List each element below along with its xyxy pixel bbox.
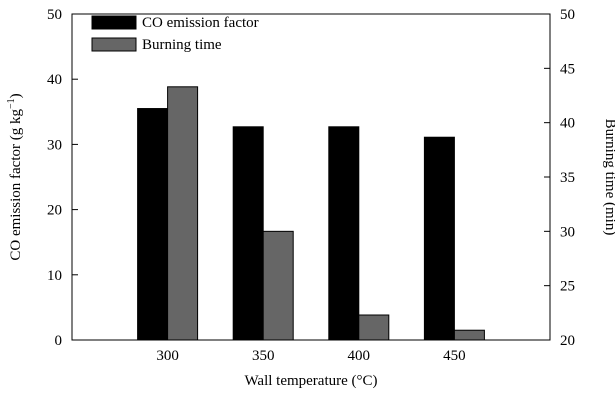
y-axis-title-superscript: −1	[6, 98, 17, 109]
left-axis-tick-label: 30	[47, 137, 62, 153]
right-axis-ticks: 20 25 30 35 40 45 50	[544, 7, 575, 349]
x-axis-tick-label: 300	[156, 348, 179, 364]
bar-burning-time	[262, 230, 294, 341]
y2-axis-title: Burning time (min)	[602, 119, 615, 236]
bar-burning-time	[453, 329, 485, 341]
right-axis-tick-label: 35	[560, 170, 575, 186]
bar-burning-time	[167, 86, 199, 341]
left-axis-tick-label: 50	[47, 7, 62, 23]
legend-label: Burning time	[142, 37, 222, 53]
x-axis-title: Wall temperature (°C)	[244, 373, 377, 389]
bar-co-emission-factor	[232, 126, 264, 341]
left-axis-tick-label: 40	[47, 72, 62, 88]
left-axis-ticks: 0 10 20 30 40 50	[47, 7, 78, 349]
legend-label: CO emission factor	[142, 15, 259, 31]
y-axis-title-close: )	[8, 93, 24, 98]
right-axis-tick-label: 30	[560, 224, 575, 240]
legend-swatch	[91, 15, 137, 30]
bar-co-emission-factor	[137, 108, 169, 341]
x-axis-tick-label: 400	[348, 348, 371, 364]
x-axis-tick-label: 350	[252, 348, 275, 364]
legend: CO emission factor Burning time	[91, 15, 259, 53]
bars-layer	[137, 86, 485, 341]
y-axis-title: CO emission factor (g kg−1)	[6, 93, 24, 260]
x-axis-ticks: 300 350 400 450	[156, 348, 465, 364]
x-axis-tick-label: 450	[443, 348, 466, 364]
left-axis-tick-label: 20	[47, 203, 62, 219]
y-axis-title-main: CO emission factor (g kg	[8, 109, 24, 261]
bar-co-emission-factor	[328, 126, 360, 341]
right-axis-tick-label: 50	[560, 7, 575, 23]
left-axis-tick-label: 0	[55, 333, 63, 349]
bar-co-emission-factor	[423, 136, 455, 341]
right-axis-tick-label: 20	[560, 333, 575, 349]
legend-swatch	[91, 37, 137, 52]
left-axis-tick-label: 10	[47, 268, 62, 284]
right-axis-tick-label: 25	[560, 279, 575, 295]
right-axis-tick-label: 40	[560, 116, 575, 132]
right-axis-tick-label: 45	[560, 61, 575, 77]
bar-burning-time	[358, 314, 390, 341]
